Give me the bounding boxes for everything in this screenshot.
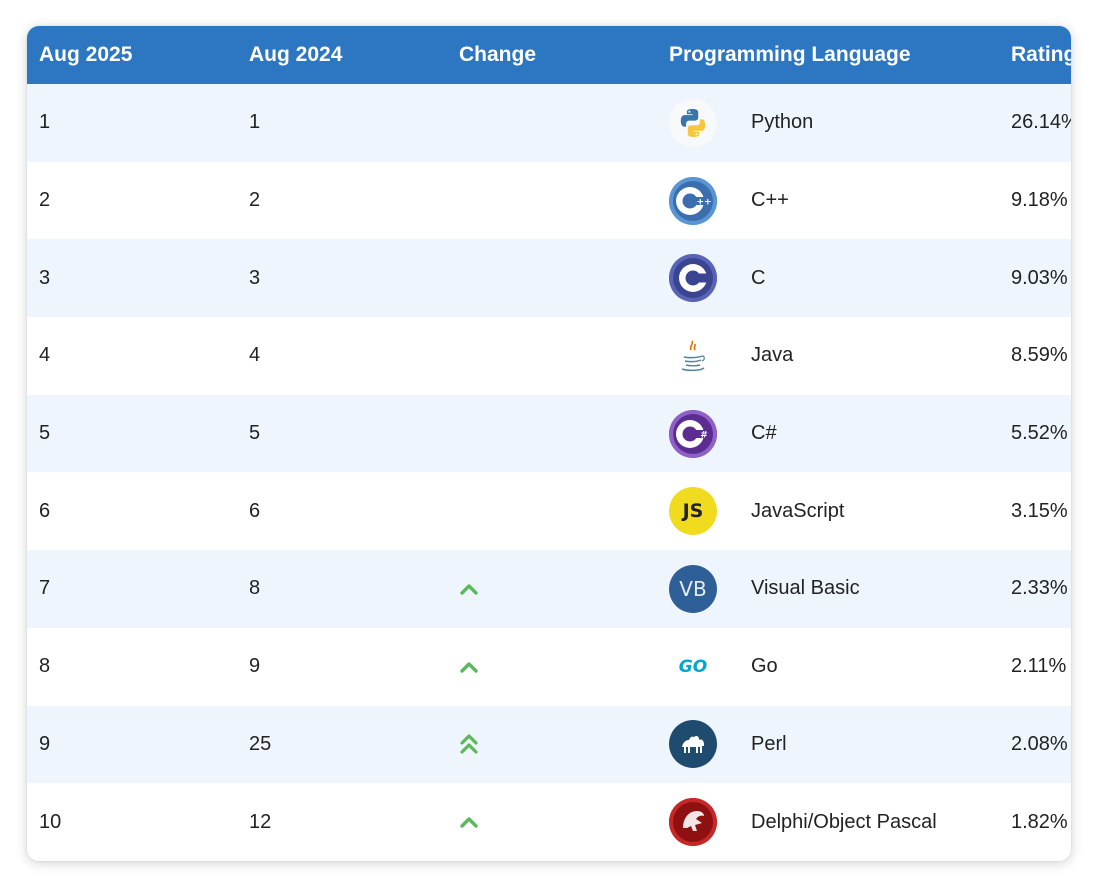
javascript-logo-icon: JS (669, 487, 717, 536)
change-up-icon (459, 660, 657, 674)
table-row: 3 3 C (27, 239, 1071, 318)
table-row: 9 25 Perl (27, 705, 1071, 784)
rating-value: 3.15% (1011, 499, 1068, 522)
delphi-logo-icon (669, 798, 717, 847)
rating-value: 26.14% (1011, 111, 1071, 134)
rank-previous: 5 (249, 422, 261, 445)
rank-current: 8 (39, 655, 51, 678)
rank-previous: 2 (249, 189, 261, 212)
rank-previous: 1 (249, 111, 261, 134)
rank-current: 3 (39, 266, 51, 289)
change-cell (447, 783, 657, 861)
change-cell (447, 84, 657, 162)
go-logo-icon: GO (669, 642, 717, 691)
rank-current: 4 (39, 344, 51, 367)
table-row: 8 9 GO Go 2.11% (27, 627, 1071, 706)
cpp-logo-icon: ++ (669, 176, 717, 225)
change-up-icon (459, 582, 657, 596)
rank-current: 10 (39, 810, 62, 833)
table-row: 10 12 (27, 783, 1071, 861)
rank-current: 6 (39, 499, 51, 522)
table-row: 1 1 Python (27, 84, 1071, 162)
rank-previous: 9 (249, 655, 261, 678)
change-double-up-icon (459, 733, 657, 755)
rating-value: 9.03% (1011, 266, 1068, 289)
rating-value: 9.18% (1011, 189, 1068, 212)
rank-previous: 25 (249, 732, 272, 755)
rank-previous: 8 (249, 577, 261, 600)
rank-current: 9 (39, 732, 51, 755)
change-cell (447, 162, 657, 240)
header-current-month[interactable]: Aug 2025 (39, 43, 133, 66)
change-cell (447, 239, 657, 317)
svg-text:++: ++ (696, 197, 711, 207)
header-change[interactable]: Change (459, 43, 537, 66)
csharp-logo-icon: # (669, 409, 717, 458)
change-cell (447, 628, 657, 706)
table-row: 5 5 # (27, 394, 1071, 473)
rank-previous: 3 (249, 266, 261, 289)
language-name[interactable]: Visual Basic (751, 577, 860, 600)
change-cell (447, 317, 657, 395)
java-logo-icon (669, 331, 717, 380)
rank-current: 7 (39, 577, 51, 600)
visual-basic-logo-icon: VB (669, 564, 717, 613)
language-name[interactable]: Perl (751, 732, 787, 755)
change-cell (447, 395, 657, 473)
change-cell (447, 472, 657, 550)
rating-value: 2.08% (1011, 732, 1068, 755)
language-name[interactable]: JavaScript (751, 499, 845, 522)
change-cell (447, 706, 657, 784)
language-name[interactable]: Delphi/Object Pascal (751, 810, 937, 833)
language-name[interactable]: C++ (751, 189, 789, 212)
language-name[interactable]: C (751, 266, 766, 289)
table-row: 6 6 JS JavaScript 3.15% (27, 472, 1071, 551)
rating-value: 8.59% (1011, 344, 1068, 367)
language-ranking-table: Aug 2025 Aug 2024 Change Programming Lan… (27, 26, 1071, 861)
ranking-table-card: Aug 2025 Aug 2024 Change Programming Lan… (27, 26, 1071, 861)
rank-previous: 12 (249, 810, 272, 833)
table-row: 7 8 VB Visual Basic 2.33% (27, 550, 1071, 628)
change-cell (447, 550, 657, 628)
rank-previous: 4 (249, 344, 261, 367)
perl-logo-icon (669, 720, 717, 769)
python-logo-icon (669, 98, 717, 147)
rank-current: 1 (39, 111, 51, 134)
header-previous-month[interactable]: Aug 2024 (249, 43, 343, 66)
header-language[interactable]: Programming Language (669, 43, 911, 66)
header-ratings[interactable]: Ratings (1011, 43, 1071, 66)
rating-value: 2.33% (1011, 577, 1068, 600)
language-name[interactable]: Go (751, 655, 778, 678)
rank-previous: 6 (249, 499, 261, 522)
c-logo-icon (669, 254, 717, 303)
svg-text:#: # (700, 430, 708, 440)
rating-value: 2.11% (1011, 655, 1067, 678)
rating-value: 1.82% (1011, 810, 1068, 833)
rank-current: 2 (39, 189, 51, 212)
language-name[interactable]: Python (751, 111, 814, 134)
change-up-icon (459, 815, 657, 829)
language-name[interactable]: C# (751, 422, 777, 445)
language-name[interactable]: Java (751, 344, 794, 367)
table-row: 2 2 ++ (27, 161, 1071, 240)
table-row: 4 4 (27, 317, 1071, 395)
table-header-row: Aug 2025 Aug 2024 Change Programming Lan… (27, 26, 1071, 84)
rating-value: 5.52% (1011, 422, 1068, 445)
rank-current: 5 (39, 422, 51, 445)
